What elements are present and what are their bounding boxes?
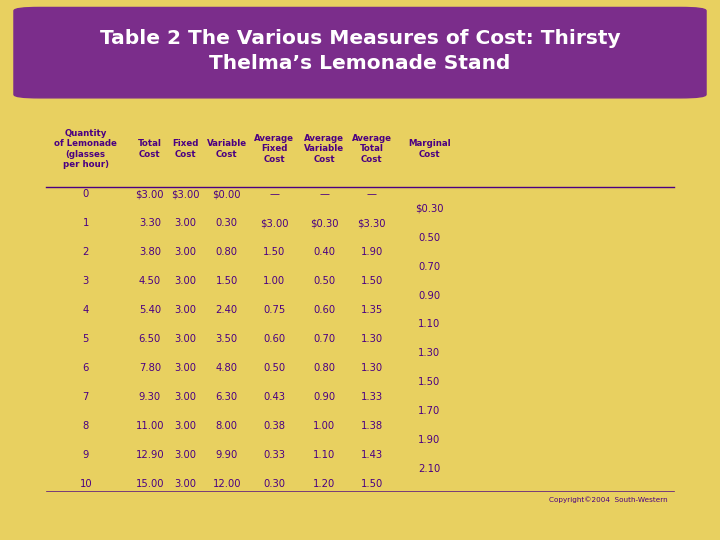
Text: 1.00: 1.00 bbox=[263, 276, 285, 286]
Text: 3.00: 3.00 bbox=[175, 334, 197, 344]
Text: 7: 7 bbox=[83, 392, 89, 402]
Text: 4.80: 4.80 bbox=[216, 363, 238, 373]
Text: 4.50: 4.50 bbox=[139, 276, 161, 286]
Text: $3.00: $3.00 bbox=[171, 190, 200, 199]
Text: 3.00: 3.00 bbox=[175, 305, 197, 315]
Text: $0.00: $0.00 bbox=[212, 190, 241, 199]
Text: 1.30: 1.30 bbox=[361, 334, 382, 344]
Text: 6.30: 6.30 bbox=[216, 392, 238, 402]
Text: 3.00: 3.00 bbox=[175, 478, 197, 489]
Text: Quantity
of Lemonade
(glasses
per hour): Quantity of Lemonade (glasses per hour) bbox=[54, 129, 117, 169]
Text: Variable
Cost: Variable Cost bbox=[207, 139, 247, 159]
Text: 0.90: 0.90 bbox=[418, 291, 440, 301]
Text: 1.50: 1.50 bbox=[361, 478, 382, 489]
Text: 1.20: 1.20 bbox=[313, 478, 336, 489]
Text: Average
Fixed
Cost: Average Fixed Cost bbox=[254, 134, 294, 164]
Text: 6.50: 6.50 bbox=[139, 334, 161, 344]
Text: $0.30: $0.30 bbox=[415, 204, 444, 214]
Text: $3.00: $3.00 bbox=[260, 218, 289, 228]
Text: 5.40: 5.40 bbox=[139, 305, 161, 315]
Text: 0.50: 0.50 bbox=[418, 233, 440, 242]
Text: 1.33: 1.33 bbox=[361, 392, 382, 402]
Text: 0.70: 0.70 bbox=[313, 334, 336, 344]
Text: 0.80: 0.80 bbox=[313, 363, 335, 373]
Text: Table 2 The Various Measures of Cost: Thirsty
Thelma’s Lemonade Stand: Table 2 The Various Measures of Cost: Th… bbox=[99, 29, 621, 72]
Text: Marginal
Cost: Marginal Cost bbox=[408, 139, 451, 159]
Text: 1.43: 1.43 bbox=[361, 450, 382, 460]
Text: 1.10: 1.10 bbox=[418, 320, 441, 329]
Text: 3.80: 3.80 bbox=[139, 247, 161, 257]
Text: 12.90: 12.90 bbox=[135, 450, 164, 460]
Text: 1.50: 1.50 bbox=[418, 377, 441, 387]
Text: 1.35: 1.35 bbox=[361, 305, 382, 315]
Text: $3.30: $3.30 bbox=[357, 218, 386, 228]
Text: 10: 10 bbox=[79, 478, 92, 489]
Text: 0.30: 0.30 bbox=[263, 478, 285, 489]
Text: 9.30: 9.30 bbox=[139, 392, 161, 402]
Text: 3.00: 3.00 bbox=[175, 218, 197, 228]
Text: 4: 4 bbox=[83, 305, 89, 315]
Text: 1.00: 1.00 bbox=[313, 421, 336, 431]
Text: —: — bbox=[366, 190, 377, 199]
Text: 0.90: 0.90 bbox=[313, 392, 336, 402]
Text: 8: 8 bbox=[83, 421, 89, 431]
Text: 0.60: 0.60 bbox=[263, 334, 285, 344]
Text: 1.38: 1.38 bbox=[361, 421, 382, 431]
Text: 5: 5 bbox=[83, 334, 89, 344]
Text: 0.33: 0.33 bbox=[263, 450, 285, 460]
Text: 0.43: 0.43 bbox=[263, 392, 285, 402]
Text: $3.00: $3.00 bbox=[135, 190, 164, 199]
Text: 0.40: 0.40 bbox=[313, 247, 335, 257]
Text: 0.70: 0.70 bbox=[418, 262, 440, 272]
Text: 1.30: 1.30 bbox=[418, 348, 440, 359]
Text: 0: 0 bbox=[83, 190, 89, 199]
Text: 2.10: 2.10 bbox=[418, 464, 441, 474]
Text: 12.00: 12.00 bbox=[212, 478, 241, 489]
Text: 1.50: 1.50 bbox=[263, 247, 285, 257]
Text: 0.50: 0.50 bbox=[313, 276, 336, 286]
Text: Fixed
Cost: Fixed Cost bbox=[173, 139, 199, 159]
Text: 2: 2 bbox=[83, 247, 89, 257]
Text: Average
Variable
Cost: Average Variable Cost bbox=[304, 134, 344, 164]
Text: 11.00: 11.00 bbox=[135, 421, 164, 431]
Text: 1: 1 bbox=[83, 218, 89, 228]
Text: 3: 3 bbox=[83, 276, 89, 286]
FancyBboxPatch shape bbox=[14, 8, 706, 98]
Text: 0.60: 0.60 bbox=[313, 305, 336, 315]
Text: 0.50: 0.50 bbox=[263, 363, 285, 373]
Text: 3.00: 3.00 bbox=[175, 392, 197, 402]
Text: $0.30: $0.30 bbox=[310, 218, 338, 228]
Text: —: — bbox=[269, 190, 279, 199]
Text: 6: 6 bbox=[83, 363, 89, 373]
Text: 3.00: 3.00 bbox=[175, 247, 197, 257]
Text: 3.00: 3.00 bbox=[175, 363, 197, 373]
Text: 1.90: 1.90 bbox=[418, 435, 441, 445]
Text: Copyright©2004  South-Western: Copyright©2004 South-Western bbox=[549, 496, 667, 503]
Text: 1.70: 1.70 bbox=[418, 406, 441, 416]
Text: 1.10: 1.10 bbox=[313, 450, 336, 460]
Text: 3.00: 3.00 bbox=[175, 450, 197, 460]
Text: 1.50: 1.50 bbox=[361, 276, 382, 286]
Text: 1.50: 1.50 bbox=[215, 276, 238, 286]
Text: 15.00: 15.00 bbox=[135, 478, 164, 489]
Text: 3.50: 3.50 bbox=[216, 334, 238, 344]
Text: 1.30: 1.30 bbox=[361, 363, 382, 373]
Text: 3.00: 3.00 bbox=[175, 421, 197, 431]
Text: 1.90: 1.90 bbox=[361, 247, 382, 257]
Text: 8.00: 8.00 bbox=[216, 421, 238, 431]
Text: 0.38: 0.38 bbox=[263, 421, 285, 431]
Text: 0.80: 0.80 bbox=[216, 247, 238, 257]
Text: Average
Total
Cost: Average Total Cost bbox=[351, 134, 392, 164]
Text: 9: 9 bbox=[83, 450, 89, 460]
Text: 0.30: 0.30 bbox=[216, 218, 238, 228]
Text: —: — bbox=[319, 190, 329, 199]
Text: 3.00: 3.00 bbox=[175, 276, 197, 286]
Text: 9.90: 9.90 bbox=[215, 450, 238, 460]
Text: 3.30: 3.30 bbox=[139, 218, 161, 228]
Text: 7.80: 7.80 bbox=[139, 363, 161, 373]
Text: Total
Cost: Total Cost bbox=[138, 139, 162, 159]
Text: 2.40: 2.40 bbox=[216, 305, 238, 315]
Text: 0.75: 0.75 bbox=[263, 305, 285, 315]
